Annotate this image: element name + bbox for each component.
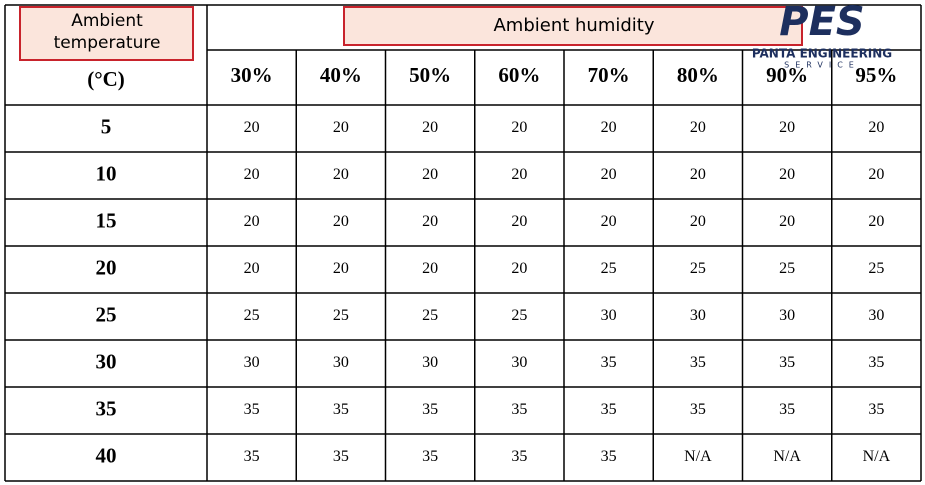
row-header: 15 <box>96 208 117 232</box>
cell: 20 <box>601 213 617 230</box>
cell: 20 <box>422 213 438 230</box>
cell: 20 <box>868 119 884 136</box>
cell: 35 <box>333 401 349 418</box>
cell: 35 <box>333 448 349 465</box>
logo-tagline: SERVICE <box>784 61 860 70</box>
cell: 20 <box>422 260 438 277</box>
row-header: 5 <box>101 114 112 138</box>
cell: 35 <box>601 448 617 465</box>
cell: 30 <box>244 354 260 371</box>
cell: 35 <box>690 354 706 371</box>
cell: 35 <box>690 401 706 418</box>
cell: 35 <box>422 401 438 418</box>
cell: 35 <box>868 401 884 418</box>
row-header: 35 <box>96 396 117 420</box>
row-header: 30 <box>96 349 117 373</box>
column-header: 90% <box>766 63 808 87</box>
cell: 35 <box>422 448 438 465</box>
cell: 20 <box>779 213 795 230</box>
cell: 20 <box>511 166 527 183</box>
cell: 20 <box>333 213 349 230</box>
cell: 35 <box>244 401 260 418</box>
column-header: 60% <box>498 63 540 87</box>
cell: 35 <box>779 401 795 418</box>
cell: 20 <box>601 119 617 136</box>
cell: 20 <box>779 119 795 136</box>
cell: 25 <box>601 260 617 277</box>
cell: 35 <box>511 448 527 465</box>
cell: 30 <box>422 354 438 371</box>
cell: 30 <box>779 307 795 324</box>
cell: 20 <box>690 119 706 136</box>
column-header: 70% <box>588 63 630 87</box>
cell: 20 <box>422 119 438 136</box>
cell: 20 <box>868 213 884 230</box>
cell: 20 <box>779 166 795 183</box>
cell: 35 <box>511 401 527 418</box>
cell: 25 <box>244 307 260 324</box>
row-header-unit: (°C) <box>87 67 125 91</box>
cell: 20 <box>511 260 527 277</box>
cell: 35 <box>868 354 884 371</box>
cell: 25 <box>511 307 527 324</box>
cell: 30 <box>511 354 527 371</box>
cell: 35 <box>779 354 795 371</box>
column-header: 30% <box>231 63 273 87</box>
cell: 20 <box>333 119 349 136</box>
cell: 30 <box>690 307 706 324</box>
cell: 20 <box>333 260 349 277</box>
column-header: 50% <box>409 63 451 87</box>
cell: N/A <box>684 448 712 465</box>
cell: 25 <box>422 307 438 324</box>
cell: 20 <box>511 119 527 136</box>
cell: 35 <box>601 401 617 418</box>
cell: N/A <box>863 448 891 465</box>
row-header: 10 <box>96 161 117 185</box>
cell: 30 <box>601 307 617 324</box>
cell: 20 <box>690 213 706 230</box>
cell: 20 <box>333 166 349 183</box>
cell: 20 <box>511 213 527 230</box>
row-header: 25 <box>96 302 117 326</box>
logo-name: PANTA ENGINEERING <box>752 47 892 61</box>
row-header-label: Ambient temperature <box>54 11 161 53</box>
column-header: 95% <box>855 63 897 87</box>
column-header: 80% <box>677 63 719 87</box>
cell: 25 <box>690 260 706 277</box>
cell: 20 <box>244 260 260 277</box>
label-box <box>19 6 194 61</box>
cell: 30 <box>868 307 884 324</box>
cell: N/A <box>773 448 801 465</box>
cell: 20 <box>422 166 438 183</box>
column-group-label: Ambient humidity <box>493 15 654 36</box>
cell: 20 <box>868 166 884 183</box>
cell: 25 <box>779 260 795 277</box>
row-header: 20 <box>96 255 117 279</box>
cell: 20 <box>244 119 260 136</box>
cell: 35 <box>244 448 260 465</box>
cell: 20 <box>244 213 260 230</box>
logo-mark: PES <box>779 0 864 45</box>
row-header: 40 <box>96 443 117 467</box>
cell: 20 <box>601 166 617 183</box>
cell: 20 <box>690 166 706 183</box>
cell: 30 <box>333 354 349 371</box>
cell: 25 <box>333 307 349 324</box>
cell: 25 <box>868 260 884 277</box>
cell: 35 <box>601 354 617 371</box>
column-header: 40% <box>320 63 362 87</box>
label-box <box>343 6 803 46</box>
cell: 20 <box>244 166 260 183</box>
